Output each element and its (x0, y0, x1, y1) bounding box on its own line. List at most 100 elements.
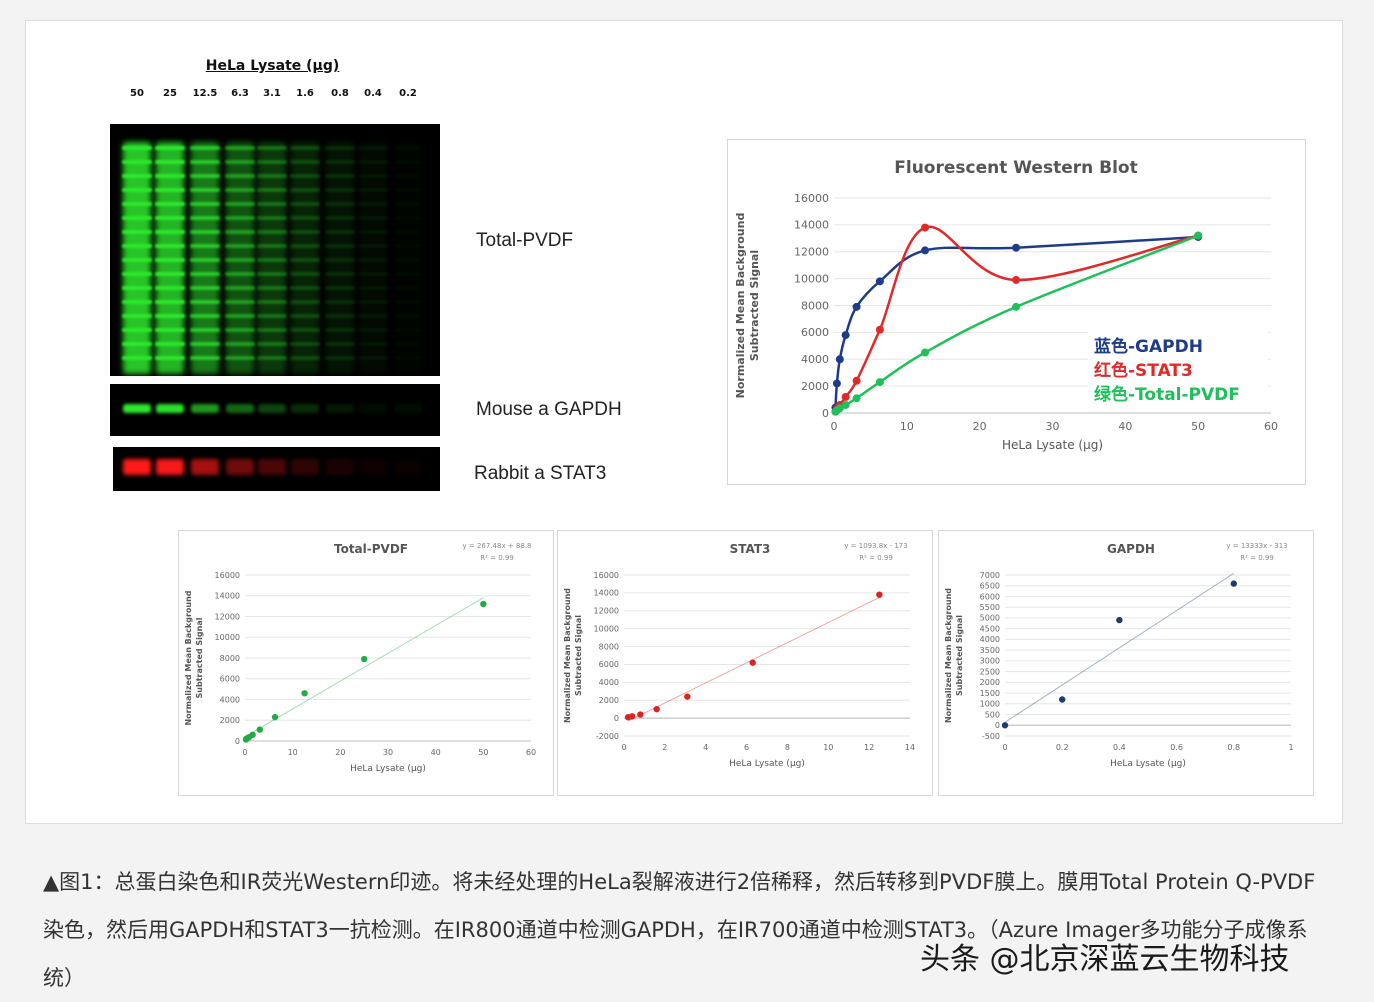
svg-text:Subtracted Signal: Subtracted Signal (955, 615, 964, 696)
y-axis-label: Normalized Mean Background Subtracted Sig… (563, 588, 583, 723)
gel-band (325, 272, 355, 276)
data-point (1116, 616, 1123, 624)
data-point (301, 690, 308, 697)
data-point (480, 600, 487, 608)
legend-entry: 绿色-Total-PVDF (1094, 384, 1240, 405)
data-point (749, 659, 756, 666)
gel-band (123, 404, 151, 413)
gel-band (122, 300, 152, 304)
gel-band (225, 314, 255, 318)
y-tick-label: 8000 (599, 642, 619, 651)
x-tick-label: 0.6 (1170, 743, 1183, 752)
gel-band (190, 286, 220, 290)
gel-band (190, 258, 220, 262)
gel-band (122, 216, 152, 220)
gel-band (326, 404, 354, 413)
y-tick-label: 0 (235, 737, 240, 746)
gel-band (225, 202, 255, 206)
gel-band (290, 328, 320, 332)
gel-band (393, 202, 423, 206)
lane-label: 12.5 (192, 88, 218, 99)
y-tick-label: -2000 (596, 732, 619, 741)
data-point (921, 348, 930, 357)
gel-band (122, 314, 152, 318)
lane-label: 1.6 (296, 88, 314, 99)
gel-band (190, 356, 220, 360)
gel-band (290, 230, 320, 234)
gel-band (358, 314, 388, 318)
y-tick-label: 2000 (801, 380, 829, 393)
gel-band (122, 328, 152, 332)
y-tick-label: 10000 (215, 633, 240, 642)
gel-band (122, 202, 152, 206)
svg-text:Subtracted Signal: Subtracted Signal (195, 617, 204, 698)
x-tick-label: 8 (785, 743, 790, 752)
data-point (1012, 275, 1021, 284)
gel-band (290, 342, 320, 346)
y-tick-label: 4000 (980, 635, 1000, 644)
y-tick-label: 6000 (220, 675, 240, 684)
lane-label: 0.4 (364, 88, 382, 99)
gel-band (358, 356, 388, 360)
gel-band (225, 342, 255, 346)
lane-label: 6.3 (231, 88, 249, 99)
gel-band (155, 216, 185, 220)
gel-band (190, 174, 220, 178)
gel-band (359, 142, 387, 374)
total-pvdf-chart-svg: 0 2000 4000 6000 8000 10000 12000 14000 16000 0 10… (184, 542, 536, 774)
label-total-pvdf: Total-PVDF (476, 230, 574, 251)
svg-text:Normalized Mean Background: Normalized Mean Background (563, 588, 572, 723)
gel-band (122, 146, 152, 150)
gel-band (325, 160, 355, 164)
gel-band (325, 356, 355, 360)
gel-band (225, 300, 255, 304)
gel-band (325, 146, 355, 150)
data-point (852, 394, 861, 403)
r-squared: R² = 0.99 (859, 554, 893, 562)
y-axis-label: Normalized Mean Background Subtracted Sig… (734, 213, 761, 399)
y-tick-label: 0 (614, 714, 619, 723)
data-point (1012, 243, 1021, 252)
x-tick-label: 60 (526, 748, 536, 757)
gel-band (394, 459, 422, 475)
gel-band (155, 314, 185, 318)
label-stat3: Rabbit a STAT3 (474, 463, 607, 484)
y-tick-label: 4500 (980, 624, 1000, 633)
gel-band (257, 300, 287, 304)
gel-band (190, 328, 220, 332)
gel-band (358, 342, 388, 346)
lane-label: 0.8 (331, 88, 349, 99)
x-tick-label: 0.8 (1227, 743, 1240, 752)
svg-text:Normalized Mean Background: Normalized Mean Background (734, 213, 747, 399)
y-tick-label: 12000 (594, 607, 619, 616)
gel-band (122, 356, 152, 360)
gel-band (155, 244, 185, 248)
gel-band (325, 202, 355, 206)
data-point (628, 713, 636, 720)
data-point (1059, 696, 1066, 703)
gel-band (257, 272, 287, 276)
y-tick-label: 10000 (594, 624, 619, 633)
data-point (1230, 580, 1237, 587)
gel-band (393, 188, 423, 192)
x-tick-label: 0 (831, 420, 838, 433)
x-axis-label: HeLa Lysate (μg) (350, 764, 426, 774)
gel-band (257, 188, 287, 192)
y-tick-label: 16000 (794, 192, 829, 205)
x-tick-label: 50 (478, 748, 488, 757)
gel-band (393, 272, 423, 276)
x-tick-label: 50 (1191, 420, 1205, 433)
gel-band (155, 272, 185, 276)
chart-title: GAPDH (1107, 542, 1155, 556)
gel-band (225, 216, 255, 220)
x-tick-label: 40 (431, 748, 441, 757)
gel-band (226, 404, 254, 413)
y-tick-label: 2000 (980, 678, 1000, 687)
total-pvdf-blot (110, 124, 440, 376)
y-tick-label: 4000 (801, 353, 829, 366)
data-point (835, 355, 844, 364)
x-tick-label: 20 (335, 748, 345, 757)
y-tick-label: 16000 (594, 571, 619, 580)
gel-band (257, 174, 287, 178)
gel-band (122, 272, 152, 276)
